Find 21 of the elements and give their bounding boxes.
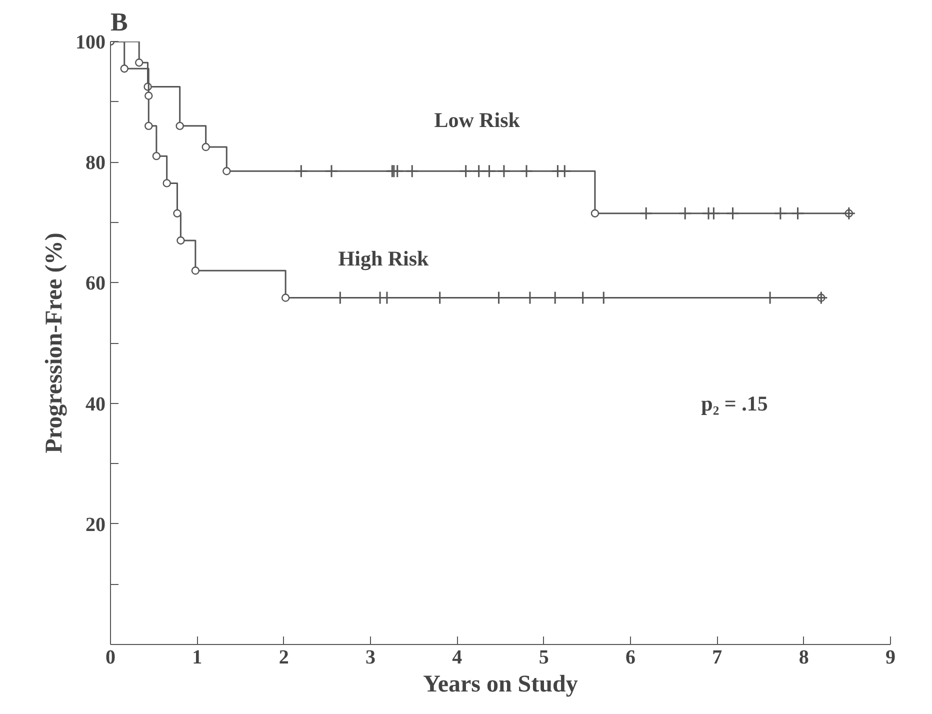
y-tick-label: 40 [86,393,106,416]
y-tick-label: 60 [86,272,106,295]
y-tick-label: 20 [86,514,106,536]
x-tick-label: 4 [452,646,462,668]
x-tick-label: 7 [712,646,722,668]
annotation: p₂ = .15 [701,391,768,416]
x-tick-label: 0 [106,646,116,668]
x-tick-label: 9 [886,646,896,668]
y-tick-label: 100 [76,32,106,54]
x-tick-label: 6 [626,646,636,668]
chart-title: B [110,8,128,36]
annotation: High Risk [338,246,430,271]
y-axis-title: Progression-Free (%) [42,232,68,454]
x-tick-label: 8 [798,646,809,668]
x-tick-label: 1 [192,646,202,668]
x-tick-label: 2 [278,646,289,668]
y-tick-label: 80 [86,152,106,174]
x-tick-label: 5 [538,646,549,668]
x-tick-label: 3 [366,646,376,668]
x-axis-title: Years on Study [423,672,578,698]
annotation: Low Risk [434,108,520,132]
